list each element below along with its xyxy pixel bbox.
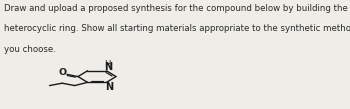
- Text: heterocyclic ring. Show all starting materials appropriate to the synthetic meth: heterocyclic ring. Show all starting mat…: [4, 24, 350, 33]
- Text: O: O: [59, 68, 67, 77]
- Text: Draw and upload a proposed synthesis for the compound below by building the: Draw and upload a proposed synthesis for…: [4, 4, 348, 13]
- Text: you choose.: you choose.: [4, 45, 56, 54]
- Text: H: H: [105, 60, 111, 69]
- Text: N: N: [104, 62, 112, 72]
- Text: N: N: [105, 82, 113, 92]
